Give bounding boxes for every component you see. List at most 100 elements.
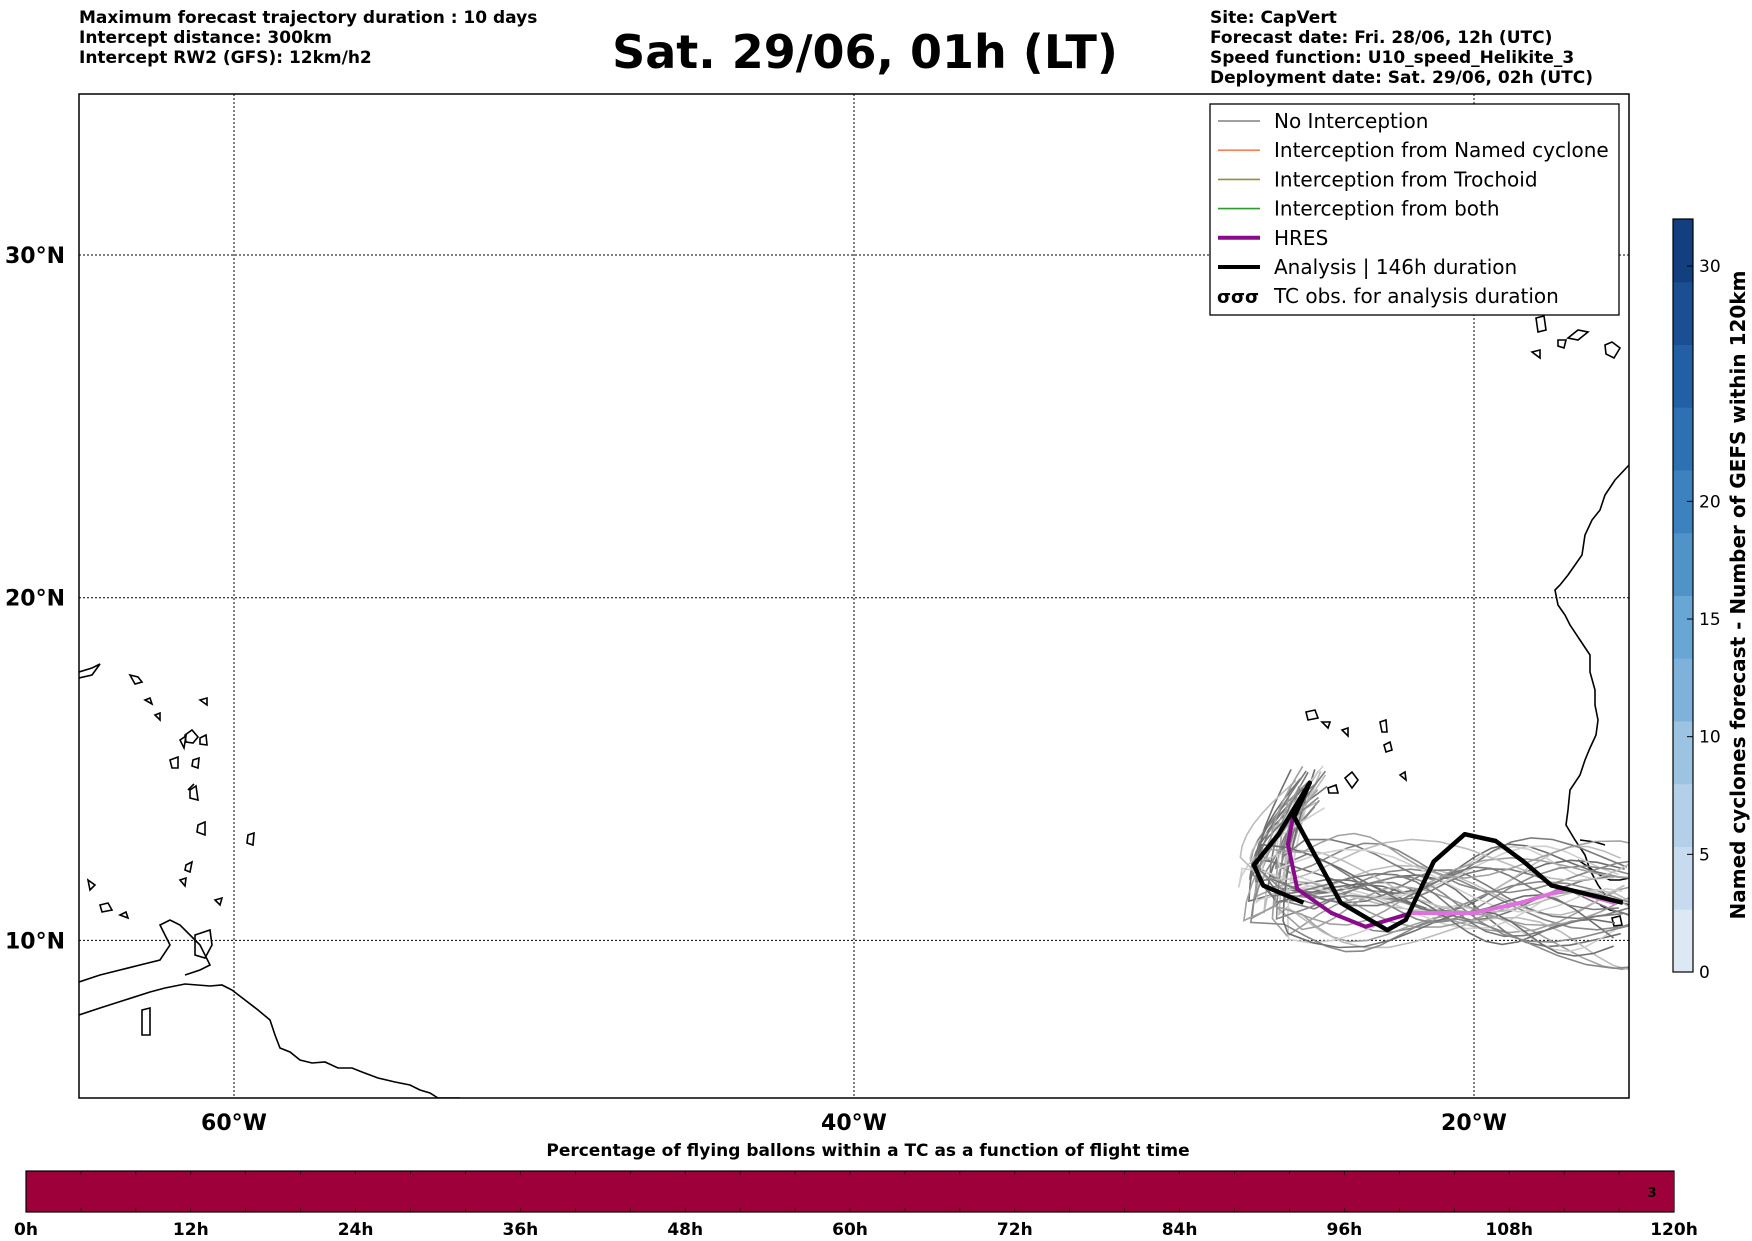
- canary-islands: [1530, 315, 1622, 360]
- lat-tick-label: 30°N: [5, 244, 65, 269]
- colorbar-tick-label: 20: [1699, 492, 1721, 512]
- flight-time-bar-end-value: 3: [1647, 1186, 1656, 1201]
- colorbar-cell: [1673, 721, 1693, 785]
- flight-time-bar: Percentage of flying ballons within a TC…: [14, 1141, 1698, 1240]
- legend-label: Interception from Named cyclone: [1274, 138, 1609, 162]
- lesser-antilles: [178, 733, 208, 888]
- colorbar-tick-label: 30: [1699, 257, 1721, 277]
- flight-time-tick-label: 84h: [1162, 1220, 1198, 1240]
- flight-time-bar-fill: [26, 1171, 1674, 1212]
- graticule: [79, 94, 1629, 1098]
- legend-item: No Interception: [1218, 109, 1428, 133]
- colorbar-cell: [1673, 909, 1693, 973]
- grenada-island: [141, 1006, 151, 1036]
- ensemble-trajectory-line: [1249, 799, 1629, 970]
- cyclone-colorbar: 0 5 10 15 20 30 Named cyclones forecast - Num…: [1672, 218, 1750, 983]
- header-right-info: Site: CapVert Forecast date: Fri. 28/06,…: [1210, 8, 1593, 88]
- lon-tick-label: 20°W: [1441, 1111, 1507, 1136]
- barbados-island: [86, 878, 97, 892]
- hres-segment: [1518, 886, 1569, 905]
- flight-time-tick-label: 12h: [173, 1220, 209, 1240]
- colorbar-cell: [1673, 344, 1693, 408]
- colorbar-tick-label: 5: [1699, 845, 1710, 865]
- flight-time-tick-label: 108h: [1485, 1220, 1533, 1240]
- puerto-rico-coast: [79, 663, 101, 679]
- legend-label: TC obs. for analysis duration: [1273, 284, 1559, 308]
- flight-time-tick-label: 72h: [997, 1220, 1033, 1240]
- colorbar-cell: [1673, 407, 1693, 471]
- lon-tick-label: 40°W: [821, 1111, 887, 1136]
- colorbar-cell: [1673, 595, 1693, 659]
- speed-function-text: Speed function: U10_speed_Helikite_3: [1210, 48, 1575, 68]
- legend-item: Interception from Trochoid: [1218, 167, 1538, 191]
- colorbar-cell: [1673, 783, 1693, 847]
- intercept-rw2-text: Intercept RW2 (GFS): 12km/h2: [79, 48, 372, 68]
- map-frame: [78, 93, 1630, 1099]
- aruba-curacao-islands: [99, 902, 130, 920]
- legend: No Interception Interception from Named c…: [1209, 103, 1620, 316]
- ensemble-trajectory-line: [1275, 765, 1623, 913]
- ensemble-trajectory-line: [1239, 780, 1629, 882]
- analysis-trajectory: [1251, 780, 1624, 933]
- colorbar-cell: [1673, 219, 1693, 283]
- deployment-date-text: Deployment date: Sat. 29/06, 02h (UTC): [1210, 68, 1594, 88]
- flight-time-bar-title: Percentage of flying ballons within a TC…: [546, 1141, 1189, 1161]
- south-america-coast: [79, 983, 460, 1098]
- flight-time-tick-label: 120h: [1650, 1220, 1698, 1240]
- flight-time-tick-label: 60h: [832, 1220, 868, 1240]
- forecast-date-text: Forecast date: Fri. 28/06, 12h (UTC): [1210, 28, 1553, 48]
- virgin-islands: [128, 673, 161, 722]
- legend-box: [1209, 103, 1620, 316]
- colorbar-cell: [1673, 470, 1693, 534]
- colorbar-cell: [1673, 281, 1693, 345]
- colorbar-cell: [1673, 658, 1693, 722]
- flight-time-tick-label: 0h: [14, 1220, 38, 1240]
- tobago-island: [213, 896, 224, 907]
- antigua-island: [198, 696, 208, 707]
- caribbean-islets: [169, 734, 188, 769]
- ensemble-trajectory-line: [1268, 765, 1629, 879]
- legend-item: Interception from both: [1218, 197, 1500, 221]
- colorbar-frame: [1672, 218, 1694, 973]
- colorbar-cell: [1673, 532, 1693, 596]
- lat-tick-label: 20°N: [5, 587, 65, 612]
- legend-label: Analysis | 146h duration: [1274, 255, 1517, 279]
- legend-label: No Interception: [1274, 109, 1428, 133]
- site-text: Site: CapVert: [1210, 8, 1337, 28]
- legend-item: HRES: [1218, 226, 1328, 250]
- colorbar-label: Named cyclones forecast - Number of GEFS…: [1726, 271, 1750, 920]
- hres-segment: [1295, 886, 1334, 915]
- colorbar-tick-label: 0: [1699, 963, 1710, 983]
- hres-segment: [1472, 900, 1523, 915]
- legend-item: σσσ TC obs. for analysis duration: [1217, 284, 1559, 308]
- lon-tick-label: 60°W: [201, 1111, 267, 1136]
- legend-item: Interception from Named cyclone: [1218, 138, 1609, 162]
- flight-time-tick-label: 48h: [667, 1220, 703, 1240]
- lat-tick-label: 10°N: [5, 929, 65, 954]
- flight-time-tick-label: 24h: [338, 1220, 374, 1240]
- analysis-line: [1251, 780, 1624, 933]
- hres-segment: [1329, 910, 1368, 929]
- colorbar-cell: [1673, 846, 1693, 910]
- ensemble-trajectory-line: [1255, 770, 1620, 911]
- axis-tick-labels: 60°W 40°W 20°W 30°N 20°N 10°N: [5, 244, 1507, 1136]
- legend-label: Interception from both: [1274, 197, 1500, 221]
- coastlines: [79, 315, 1629, 1098]
- venezuela-coast: [79, 919, 212, 983]
- ensemble-trajectory-line: [1249, 801, 1629, 914]
- flight-time-bar-end-cell: [1633, 1172, 1674, 1211]
- flight-time-tick-label: 96h: [1327, 1220, 1363, 1240]
- page-title: Sat. 29/06, 01h (LT): [612, 25, 1118, 79]
- colorbar-tick-label: 10: [1699, 728, 1721, 748]
- colorbar-tick-label: 15: [1699, 610, 1721, 630]
- africa-west-coast: [1554, 464, 1629, 906]
- hres-segment: [1286, 842, 1300, 891]
- legend-label: HRES: [1274, 226, 1328, 250]
- dominica-island: [246, 831, 255, 847]
- trajectory-duration-text: Maximum forecast trajectory duration : 1…: [79, 8, 538, 28]
- header-left-info: Maximum forecast trajectory duration : 1…: [79, 8, 537, 68]
- flight-time-tick-label: 36h: [503, 1220, 539, 1240]
- cape-verde-islands: [1305, 709, 1408, 794]
- trinidad-island: [194, 928, 213, 959]
